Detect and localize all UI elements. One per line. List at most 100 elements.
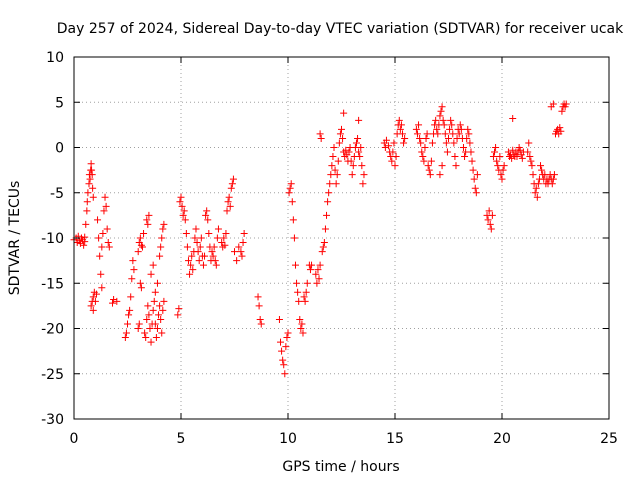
data-point bbox=[401, 134, 409, 142]
data-point bbox=[432, 116, 440, 124]
data-point bbox=[445, 134, 452, 142]
data-point bbox=[281, 370, 289, 378]
y-tick-label: -10 bbox=[41, 231, 64, 247]
data-point bbox=[99, 229, 107, 237]
data-point bbox=[223, 207, 231, 215]
data-point bbox=[224, 198, 232, 206]
data-point bbox=[471, 184, 479, 192]
data-point bbox=[137, 241, 145, 249]
data-point bbox=[137, 284, 145, 292]
data-point bbox=[284, 329, 292, 337]
data-point bbox=[290, 234, 298, 242]
data-point bbox=[96, 252, 104, 260]
data-point bbox=[562, 100, 570, 108]
data-point bbox=[288, 198, 296, 206]
data-point bbox=[196, 243, 204, 251]
data-point bbox=[497, 171, 505, 179]
data-point bbox=[89, 193, 97, 201]
data-point bbox=[509, 146, 517, 154]
data-point bbox=[465, 130, 473, 138]
data-point bbox=[452, 162, 460, 170]
data-point bbox=[134, 325, 142, 332]
data-point bbox=[315, 275, 323, 283]
data-point bbox=[349, 162, 357, 170]
data-point bbox=[89, 306, 97, 314]
data-point bbox=[316, 261, 324, 269]
data-point bbox=[97, 270, 105, 278]
data-point bbox=[297, 325, 305, 332]
data-point bbox=[457, 125, 465, 133]
data-point bbox=[180, 207, 188, 215]
data-point bbox=[277, 338, 285, 346]
data-point bbox=[182, 229, 190, 237]
data-point bbox=[299, 329, 307, 337]
data-point bbox=[557, 127, 565, 135]
data-point bbox=[354, 134, 362, 142]
data-point bbox=[191, 234, 199, 242]
data-point bbox=[129, 257, 137, 265]
data-point bbox=[489, 153, 497, 161]
data-point bbox=[221, 241, 229, 249]
data-point bbox=[550, 171, 558, 179]
data-point bbox=[533, 193, 541, 201]
data-point bbox=[213, 234, 221, 242]
data-point bbox=[426, 171, 434, 179]
data-point bbox=[496, 153, 504, 161]
data-point bbox=[86, 175, 94, 183]
data-point bbox=[291, 261, 299, 269]
data-point bbox=[314, 266, 322, 274]
data-point bbox=[128, 275, 136, 283]
data-point bbox=[446, 125, 454, 133]
grid bbox=[74, 57, 609, 419]
data-point bbox=[326, 180, 334, 188]
data-point bbox=[500, 162, 508, 170]
data-point bbox=[201, 252, 209, 260]
data-point bbox=[181, 216, 189, 224]
data-point bbox=[484, 216, 492, 224]
data-point bbox=[558, 107, 566, 115]
data-point bbox=[145, 211, 153, 219]
data-point bbox=[301, 297, 309, 305]
data-point bbox=[516, 146, 524, 154]
x-tick-label: 5 bbox=[177, 431, 186, 447]
data-point bbox=[296, 315, 304, 323]
data-point bbox=[419, 153, 427, 161]
data-point bbox=[319, 243, 327, 251]
data-point bbox=[355, 148, 363, 156]
data-point bbox=[159, 306, 167, 314]
y-tick-label: 10 bbox=[46, 50, 64, 66]
data-point bbox=[197, 234, 205, 242]
data-point bbox=[338, 125, 345, 133]
data-point bbox=[195, 257, 203, 265]
data-point bbox=[526, 153, 534, 161]
data-point bbox=[239, 239, 247, 247]
data-point bbox=[473, 171, 481, 179]
data-point bbox=[179, 211, 187, 219]
data-point bbox=[126, 306, 134, 314]
data-point bbox=[317, 134, 325, 142]
data-point bbox=[100, 207, 108, 215]
data-point bbox=[256, 315, 264, 323]
data-point bbox=[101, 193, 109, 201]
data-point bbox=[537, 162, 545, 170]
data-point bbox=[98, 243, 106, 251]
data-point bbox=[237, 248, 245, 256]
data-point bbox=[418, 148, 426, 156]
data-point bbox=[204, 216, 212, 224]
data-point bbox=[333, 171, 341, 179]
data-point bbox=[388, 157, 396, 165]
data-point bbox=[178, 202, 186, 210]
data-point bbox=[302, 288, 310, 296]
data-point bbox=[293, 279, 301, 287]
data-point bbox=[330, 144, 338, 151]
data-point bbox=[352, 139, 360, 147]
data-point bbox=[416, 134, 424, 142]
data-point bbox=[472, 189, 480, 197]
data-point bbox=[85, 180, 93, 188]
data-point bbox=[389, 148, 397, 156]
data-point bbox=[278, 347, 286, 355]
data-point bbox=[88, 166, 96, 174]
data-point bbox=[320, 239, 328, 247]
data-point bbox=[424, 162, 432, 170]
data-point bbox=[556, 124, 564, 132]
